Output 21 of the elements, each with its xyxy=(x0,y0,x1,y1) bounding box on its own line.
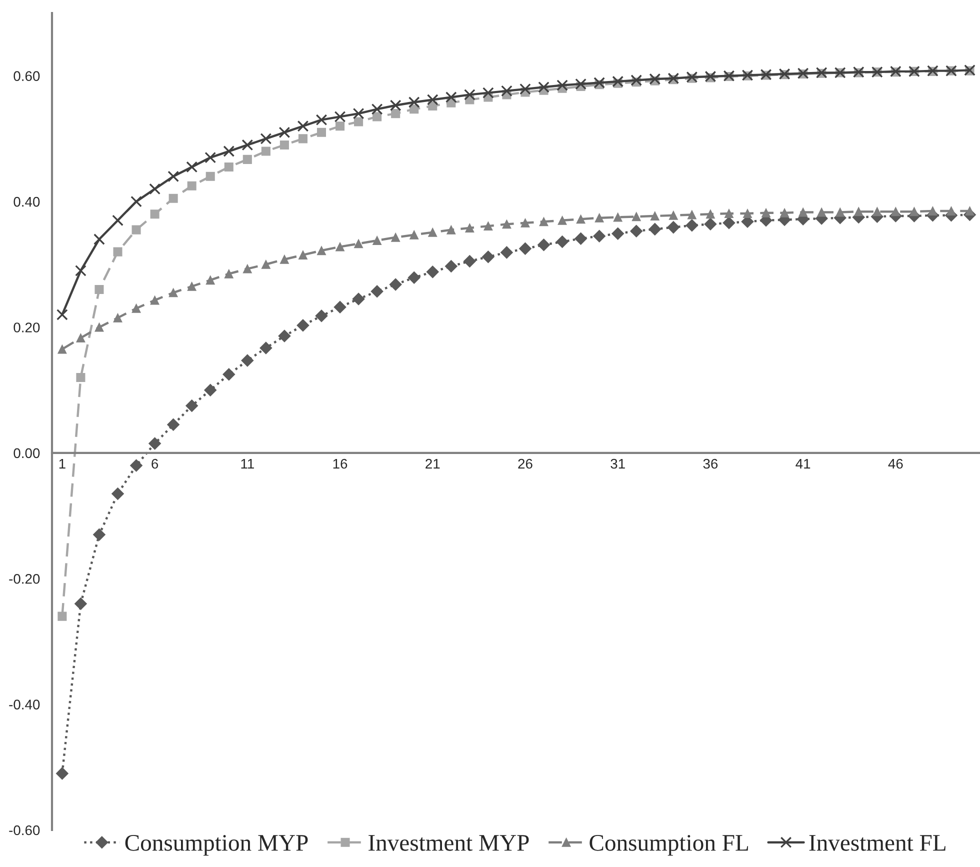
x-tick-label: 46 xyxy=(888,458,903,469)
y-tick-label: 0.00 xyxy=(14,448,40,458)
y-tick-label: 0.40 xyxy=(14,196,40,207)
x-tick-label: 21 xyxy=(426,458,440,469)
x-tick-label: 36 xyxy=(703,458,718,469)
y-tick-label: -0.40 xyxy=(9,700,40,710)
x-tick-label: 16 xyxy=(333,458,348,469)
legend-label: Investment MYP xyxy=(368,835,529,851)
y-tick-label: 0.60 xyxy=(14,71,40,82)
x-tick-label: 1 xyxy=(59,458,66,469)
x-tick-label: 31 xyxy=(610,458,625,469)
x-tick-label: 11 xyxy=(241,458,254,469)
y-tick-label: -0.20 xyxy=(9,574,40,584)
legend-label: Investment FL xyxy=(809,835,946,851)
legend-label: Consumption FL xyxy=(590,834,748,856)
y-tick-label: 0.20 xyxy=(14,322,40,332)
y-tick-label: -0.60 xyxy=(9,825,40,836)
legend-label: Consumption MYP xyxy=(125,834,308,856)
x-tick-label: 26 xyxy=(518,458,532,469)
x-tick-label: 41 xyxy=(796,458,810,469)
x-tick-label: 6 xyxy=(152,458,158,469)
